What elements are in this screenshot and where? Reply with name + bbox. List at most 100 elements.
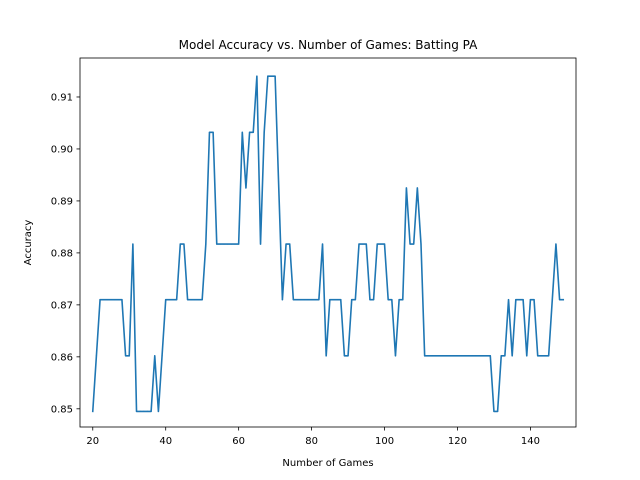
data-point (562, 299, 564, 301)
data-point (438, 355, 440, 357)
data-point (478, 355, 480, 357)
data-point (300, 299, 302, 301)
data-point (227, 243, 229, 245)
data-point (537, 355, 539, 357)
data-point (464, 355, 466, 357)
data-point (256, 75, 258, 77)
data-point (135, 410, 138, 413)
data-point (165, 299, 167, 301)
plot-frame (79, 57, 577, 428)
data-point (402, 299, 404, 301)
x-tick-label: 80 (305, 436, 318, 447)
data-point (529, 299, 532, 301)
data-point (526, 355, 528, 357)
data-point (358, 243, 360, 245)
data-point (154, 355, 156, 357)
data-point (387, 299, 389, 301)
data-point (99, 299, 101, 301)
data-point (270, 75, 273, 77)
data-point (176, 299, 178, 301)
data-point (391, 299, 393, 301)
data-point (343, 355, 346, 357)
data-point (292, 299, 294, 301)
data-point (351, 299, 353, 301)
data-point (92, 410, 94, 413)
data-point (449, 355, 451, 357)
data-point (500, 355, 502, 357)
data-point (289, 243, 291, 245)
data-point (453, 355, 455, 357)
x-tick-label: 100 (375, 436, 394, 447)
data-point (238, 243, 240, 245)
data-point (143, 410, 145, 413)
x-tick-label: 140 (521, 436, 540, 447)
data-point (321, 243, 324, 245)
data-point (128, 355, 130, 357)
data-point (467, 355, 470, 357)
data-point (551, 299, 553, 301)
data-point (219, 243, 222, 245)
data-point (424, 355, 426, 357)
y-tick-label: 0.88 (51, 248, 73, 259)
accuracy-series-line (91, 75, 565, 413)
data-point (117, 299, 119, 301)
data-point (394, 355, 397, 357)
data-point (183, 243, 185, 245)
data-point (285, 243, 287, 245)
data-point (307, 299, 309, 301)
data-point (354, 299, 356, 301)
y-tick-label: 0.91 (51, 92, 73, 103)
data-point (548, 355, 550, 357)
data-point (318, 299, 320, 301)
data-point (504, 355, 506, 357)
data-point (416, 187, 418, 189)
data-point (314, 299, 316, 301)
data-point (533, 299, 535, 301)
data-point (208, 131, 211, 133)
y-tick-label: 0.86 (51, 352, 73, 363)
data-point (252, 131, 254, 133)
data-point (329, 299, 331, 301)
y-tick-label: 0.87 (51, 300, 73, 311)
data-point (442, 355, 444, 357)
data-point (245, 187, 247, 189)
data-point (507, 299, 510, 301)
data-point (558, 299, 561, 301)
data-point (132, 243, 134, 245)
data-point (489, 355, 491, 357)
data-point (409, 243, 411, 245)
data-point (383, 243, 386, 245)
data-point (555, 243, 557, 245)
data-point (190, 299, 192, 301)
data-point (124, 355, 127, 357)
data-point (186, 299, 189, 301)
chart-title: Model Accuracy vs. Number of Games: Batt… (179, 38, 478, 52)
data-points (92, 75, 564, 413)
plot-area (80, 58, 576, 427)
data-point (340, 299, 342, 301)
data-point (281, 299, 284, 301)
data-point (522, 299, 524, 301)
data-point (369, 299, 371, 301)
data-point (486, 355, 488, 357)
data-point (201, 299, 203, 301)
axis-ticks: 20 40 60 80 100 120 140 0.85 0.86 0.87 0.88 0.89 0.9… (51, 92, 540, 447)
x-tick-label: 60 (232, 436, 245, 447)
data-point (475, 355, 477, 357)
data-point (365, 243, 367, 245)
data-point (460, 355, 462, 357)
data-point (197, 299, 200, 301)
data-point (194, 299, 196, 301)
data-point (544, 355, 546, 357)
data-point (493, 410, 495, 413)
data-point (241, 131, 243, 133)
data-point (325, 355, 327, 357)
data-point (212, 131, 214, 133)
data-point (168, 299, 170, 301)
data-point (278, 187, 280, 189)
data-point (146, 410, 149, 413)
data-point (445, 355, 448, 357)
data-point (110, 299, 112, 301)
data-point (106, 299, 108, 301)
